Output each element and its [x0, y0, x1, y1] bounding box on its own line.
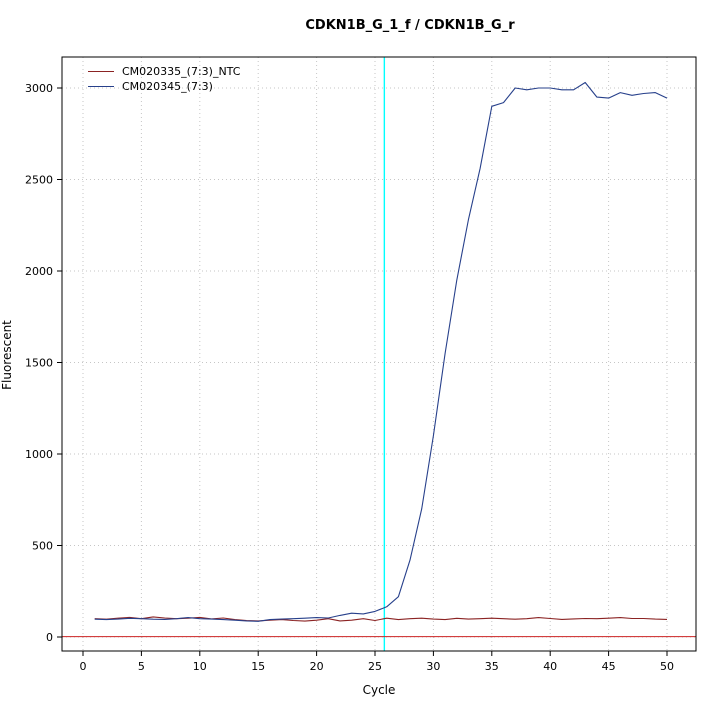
x-tick-label: 50 — [660, 660, 674, 673]
y-tick-label: 1000 — [25, 448, 53, 461]
x-tick-label: 45 — [602, 660, 616, 673]
y-tick-label: 2000 — [25, 265, 53, 278]
x-axis-label: Cycle — [362, 683, 396, 697]
x-tick-label: 25 — [368, 660, 382, 673]
chart-title-text: CDKN1B_G_1_f / CDKN1B_G_r — [305, 18, 515, 33]
legend-label-ntc: CM020335_(7:3)_NTC — [122, 65, 241, 78]
series-line-0 — [94, 616, 668, 622]
legend-item-ntc: CM020335_(7:3)_NTC — [88, 64, 240, 79]
chart-title: CDKN1B_G_1_f / CDKN1B_G_r — [0, 18, 720, 33]
y-tick-label: 1500 — [25, 357, 53, 370]
x-tick-label: 40 — [543, 660, 557, 673]
legend-item-sample: CM020345_(7:3) — [88, 79, 240, 94]
y-axis-label: Fluorescent — [0, 320, 14, 390]
legend-line-sample-red — [88, 71, 114, 72]
x-tick-label: 10 — [193, 660, 207, 673]
series-line-1 — [94, 81, 668, 622]
y-tick-label: 500 — [32, 540, 53, 553]
legend-line-sample-blue — [88, 86, 114, 87]
y-tick-label: 2500 — [25, 174, 53, 187]
x-tick-label: 15 — [251, 660, 265, 673]
legend-label-sample: CM020345_(7:3) — [122, 80, 213, 93]
plot-border — [61, 56, 697, 652]
y-tick-label: 3000 — [25, 82, 53, 95]
x-tick-label: 35 — [485, 660, 499, 673]
x-tick-label: 5 — [138, 660, 145, 673]
legend: CM020335_(7:3)_NTC CM020345_(7:3) — [88, 64, 240, 94]
x-tick-label: 30 — [426, 660, 440, 673]
x-tick-label: 0 — [80, 660, 87, 673]
x-tick-label: 20 — [310, 660, 324, 673]
y-tick-label: 0 — [46, 631, 53, 644]
